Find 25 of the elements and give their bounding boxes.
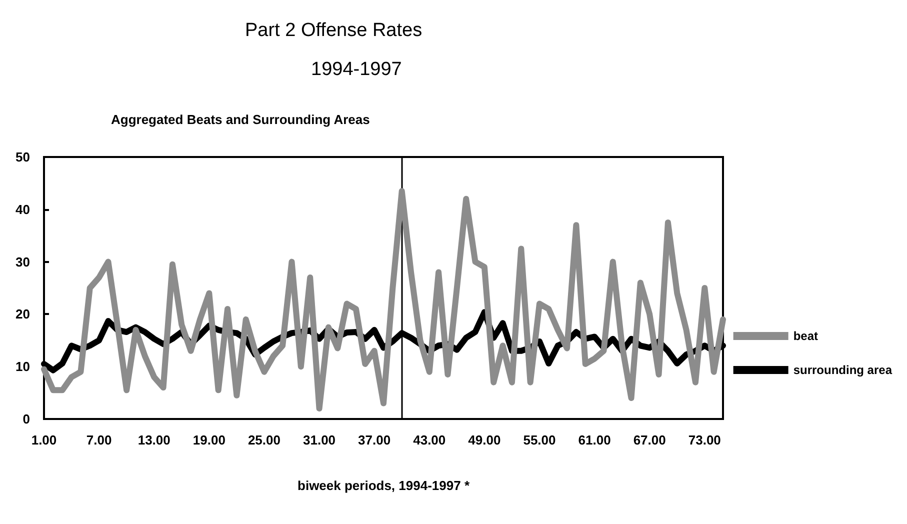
y-tick-label: 20: [16, 306, 30, 322]
x-tick-label: 13.00: [138, 432, 170, 448]
x-tick-label: 37.00: [358, 432, 391, 448]
x-tick-label: 61.00: [578, 432, 611, 448]
x-tick-label: 67.00: [633, 432, 666, 448]
y-tick-label: 40: [16, 202, 30, 217]
y-tick-label: 30: [16, 254, 30, 270]
x-axis-title: biweek periods, 1994-1997 *: [298, 478, 470, 493]
y-tick-label: 50: [16, 150, 30, 164]
x-tick-label: 55.00: [523, 432, 556, 448]
legend-label: surrounding area: [793, 363, 892, 377]
y-tick-label: 10: [16, 359, 30, 374]
legend-label: beat: [793, 329, 818, 343]
chart-subtitle: 1994-1997: [311, 59, 402, 80]
x-tick-label: 49.00: [468, 432, 501, 448]
x-tick-label: 7.00: [86, 432, 112, 448]
x-tick-label: 31.00: [302, 432, 336, 448]
chart-title: Part 2 Offense Rates: [245, 20, 422, 41]
x-tick-label: 73.00: [688, 432, 721, 448]
x-tick-label: 1.00: [31, 432, 57, 448]
y-tick-label: 0: [22, 412, 30, 426]
x-tick-label: 19.00: [192, 432, 226, 448]
text: Aggregated Beats and Surrounding Areas: [111, 112, 370, 127]
x-tick-label: 25.00: [248, 432, 280, 448]
x-tick-label: 43.00: [413, 432, 446, 448]
